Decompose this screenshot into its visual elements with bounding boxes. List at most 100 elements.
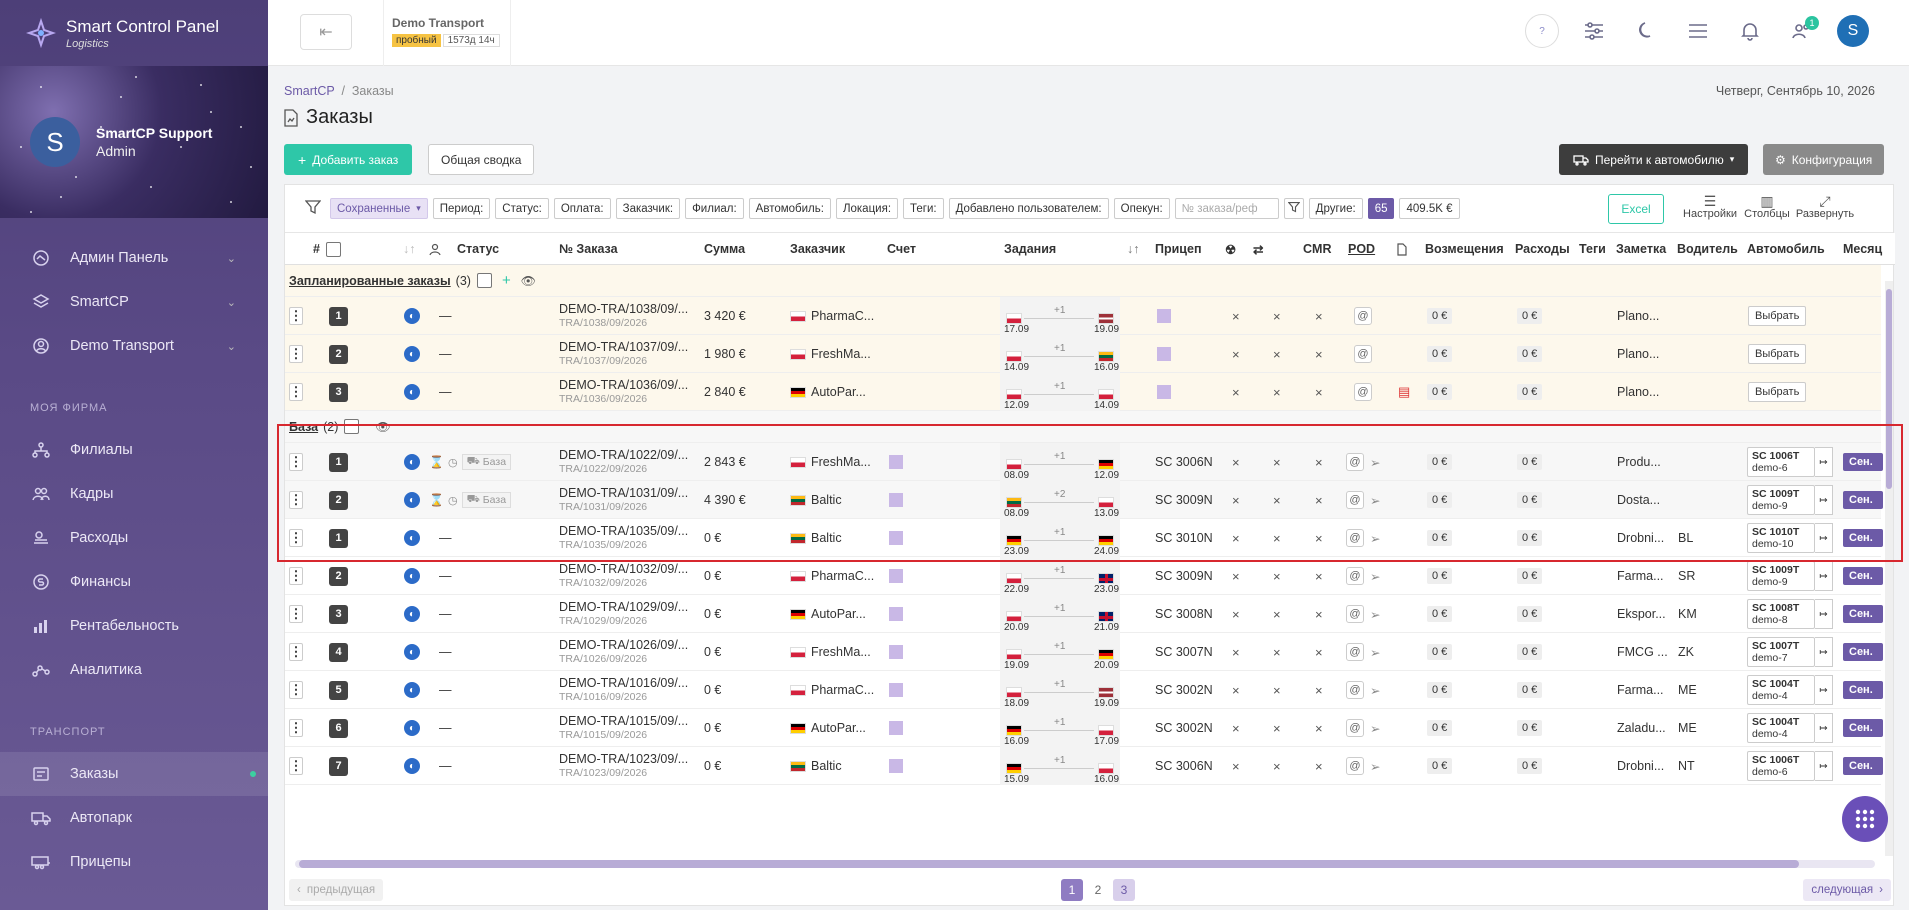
send-icon[interactable]: ➢: [1370, 531, 1381, 546]
order-cell[interactable]: DEMO-TRA/1015/09/... TRA/1015/09/2026: [559, 709, 688, 747]
arrow-right-bar-icon[interactable]: ↦: [1815, 447, 1833, 477]
task-route[interactable]: +1 14.09 16.09: [1000, 335, 1120, 373]
customer-name[interactable]: PharmaC...: [811, 683, 875, 697]
apps-grid-button[interactable]: [1842, 796, 1888, 842]
configuration-button[interactable]: ⚙ Конфигурация: [1763, 144, 1885, 175]
trailer-number[interactable]: SC 3006N: [1155, 759, 1213, 773]
customer-name[interactable]: AutoPar...: [811, 607, 866, 621]
col-invoice[interactable]: Счет: [887, 242, 917, 256]
task-route[interactable]: +1 19.09 20.09: [1000, 633, 1120, 671]
order-number[interactable]: DEMO-TRA/1023/09/...: [559, 751, 689, 766]
arrow-right-bar-icon[interactable]: ↦: [1815, 751, 1833, 781]
col-note[interactable]: Заметка: [1616, 242, 1667, 256]
page-2[interactable]: 2: [1094, 883, 1102, 897]
col-cmr[interactable]: CMR: [1303, 242, 1332, 256]
col-trailer[interactable]: Прицеп: [1155, 242, 1202, 256]
col-pod[interactable]: POD: [1348, 242, 1376, 256]
trailer-number[interactable]: SC 3009N: [1155, 569, 1213, 583]
col-tags[interactable]: Теги: [1579, 242, 1606, 256]
customer-name[interactable]: Baltic: [811, 759, 842, 773]
vehicle-select[interactable]: SC 1008T demo-8: [1747, 599, 1815, 629]
moon-icon[interactable]: [1629, 14, 1663, 48]
order-cell[interactable]: DEMO-TRA/1023/09/... TRA/1023/09/2026: [559, 747, 688, 785]
trailer-cell[interactable]: SC 3006N: [1155, 747, 1213, 785]
order-search-input[interactable]: № заказа/реф: [1174, 198, 1279, 219]
excel-export-button[interactable]: Excel: [1608, 194, 1664, 224]
col-order-no[interactable]: № Заказа: [559, 242, 618, 256]
trailer-marker[interactable]: [1157, 309, 1171, 323]
email-icon[interactable]: @: [1346, 643, 1364, 661]
invoice-marker[interactable]: [889, 569, 903, 583]
page-3[interactable]: 3: [1113, 879, 1135, 901]
col-expenses[interactable]: Расходы: [1515, 242, 1570, 256]
trailer-number[interactable]: SC 3010N: [1155, 531, 1213, 545]
trailer-cell[interactable]: SC 3007N: [1155, 633, 1213, 671]
task-route[interactable]: +1 15.09 16.09: [1000, 747, 1120, 785]
sidebar-item-branches[interactable]: Филиалы: [0, 428, 268, 472]
col-driver[interactable]: Водитель: [1677, 242, 1738, 256]
help-icon[interactable]: ?: [1525, 14, 1559, 48]
task-route[interactable]: +2 08.09 13.09: [1000, 481, 1120, 519]
filter-other[interactable]: Другие:: [1308, 198, 1363, 219]
sidebar-item-profitability[interactable]: Рентабельность: [0, 604, 268, 648]
globe-icon[interactable]: ◐: [404, 606, 420, 622]
globe-icon[interactable]: ◐: [404, 492, 420, 508]
choose-vehicle-button[interactable]: Выбрать: [1748, 382, 1807, 402]
month-badge[interactable]: Сен.: [1843, 567, 1883, 585]
kebab-menu-icon[interactable]: ⋮: [289, 757, 303, 775]
invoice-marker[interactable]: [889, 645, 903, 659]
email-icon[interactable]: @: [1346, 453, 1364, 471]
email-icon[interactable]: @: [1346, 529, 1364, 547]
customer-cell[interactable]: PharmaC...: [790, 557, 874, 595]
globe-icon[interactable]: ◐: [404, 530, 420, 546]
arrow-right-bar-icon[interactable]: ↦: [1815, 675, 1833, 705]
vehicle-select[interactable]: SC 1004T demo-4: [1747, 713, 1815, 743]
filter-chip[interactable]: Заказчик:: [615, 198, 681, 219]
invoice-marker[interactable]: [889, 721, 903, 735]
arrow-right-bar-icon[interactable]: ↦: [1815, 599, 1833, 629]
summary-button[interactable]: Общая сводка: [428, 144, 535, 175]
col-sum[interactable]: Сумма: [704, 242, 746, 256]
add-order-button[interactable]: + Добавить заказ: [284, 144, 413, 175]
checkbox[interactable]: [326, 241, 341, 257]
sidebar-item-finance[interactable]: Финансы: [0, 560, 268, 604]
trailer-cell[interactable]: SC 3010N: [1155, 519, 1213, 557]
kebab-menu-icon[interactable]: ⋮: [289, 681, 303, 699]
sliders-icon[interactable]: [1577, 14, 1611, 48]
filter-chip[interactable]: Период:: [432, 198, 491, 219]
group-checkbox[interactable]: [344, 419, 360, 434]
avatar[interactable]: S: [30, 117, 80, 167]
table-row[interactable]: ⋮ 2 ◐ ⌛ ◷ ⛟ База DEMO-TRA/1031/09/... TRA/1031/0…: [285, 481, 1883, 519]
order-cell[interactable]: DEMO-TRA/1022/09/... TRA/1022/09/2026: [559, 443, 688, 481]
col-status[interactable]: Статус: [457, 242, 500, 256]
table-row[interactable]: ⋮ 2 ◐ — DEMO-TRA/1032/09/... TRA/1032/09/2026…: [285, 557, 1883, 595]
order-number[interactable]: DEMO-TRA/1029/09/...: [559, 599, 689, 614]
customer-cell[interactable]: Baltic: [790, 519, 842, 557]
vehicle-select[interactable]: SC 1010T demo-10: [1747, 523, 1815, 553]
columns-button[interactable]: ▥ Столбцы: [1737, 193, 1797, 220]
trailer-cell[interactable]: SC 3008N: [1155, 595, 1213, 633]
table-row[interactable]: ⋮ 5 ◐ — DEMO-TRA/1016/09/... TRA/1016/09/2026…: [285, 671, 1883, 709]
kebab-menu-icon[interactable]: ⋮: [289, 345, 303, 363]
brand[interactable]: Smart Control Panel Logistics: [0, 0, 268, 66]
horizontal-scrollbar[interactable]: [295, 860, 1875, 868]
vehicle-select[interactable]: SC 1009T demo-9: [1747, 485, 1815, 515]
send-icon[interactable]: ➢: [1370, 493, 1381, 508]
sidebar-item-analytics[interactable]: Аналитика: [0, 648, 268, 692]
customer-name[interactable]: FreshMa...: [811, 455, 871, 469]
email-icon[interactable]: @: [1346, 681, 1364, 699]
send-icon[interactable]: ➢: [1370, 607, 1381, 622]
col-refunds[interactable]: Возмещения: [1425, 242, 1504, 256]
customer-name[interactable]: Baltic: [811, 493, 842, 507]
choose-vehicle-button[interactable]: Выбрать: [1748, 306, 1807, 326]
trailer-number[interactable]: SC 3007N: [1155, 645, 1213, 659]
task-route[interactable]: +1 18.09 19.09: [1000, 671, 1120, 709]
sidebar-item-trailers[interactable]: Прицепы: [0, 840, 268, 884]
customer-cell[interactable]: AutoPar...: [790, 595, 866, 633]
order-cell[interactable]: DEMO-TRA/1036/09/... TRA/1036/09/2026: [559, 373, 688, 411]
kebab-menu-icon[interactable]: ⋮: [289, 453, 303, 471]
table-row[interactable]: ⋮ 4 ◐ — DEMO-TRA/1026/09/... TRA/1026/09/2026…: [285, 633, 1883, 671]
trailer-number[interactable]: SC 3008N: [1155, 607, 1213, 621]
trailer-number[interactable]: SC 3002N: [1155, 721, 1213, 735]
month-badge[interactable]: Сен.: [1843, 757, 1883, 775]
